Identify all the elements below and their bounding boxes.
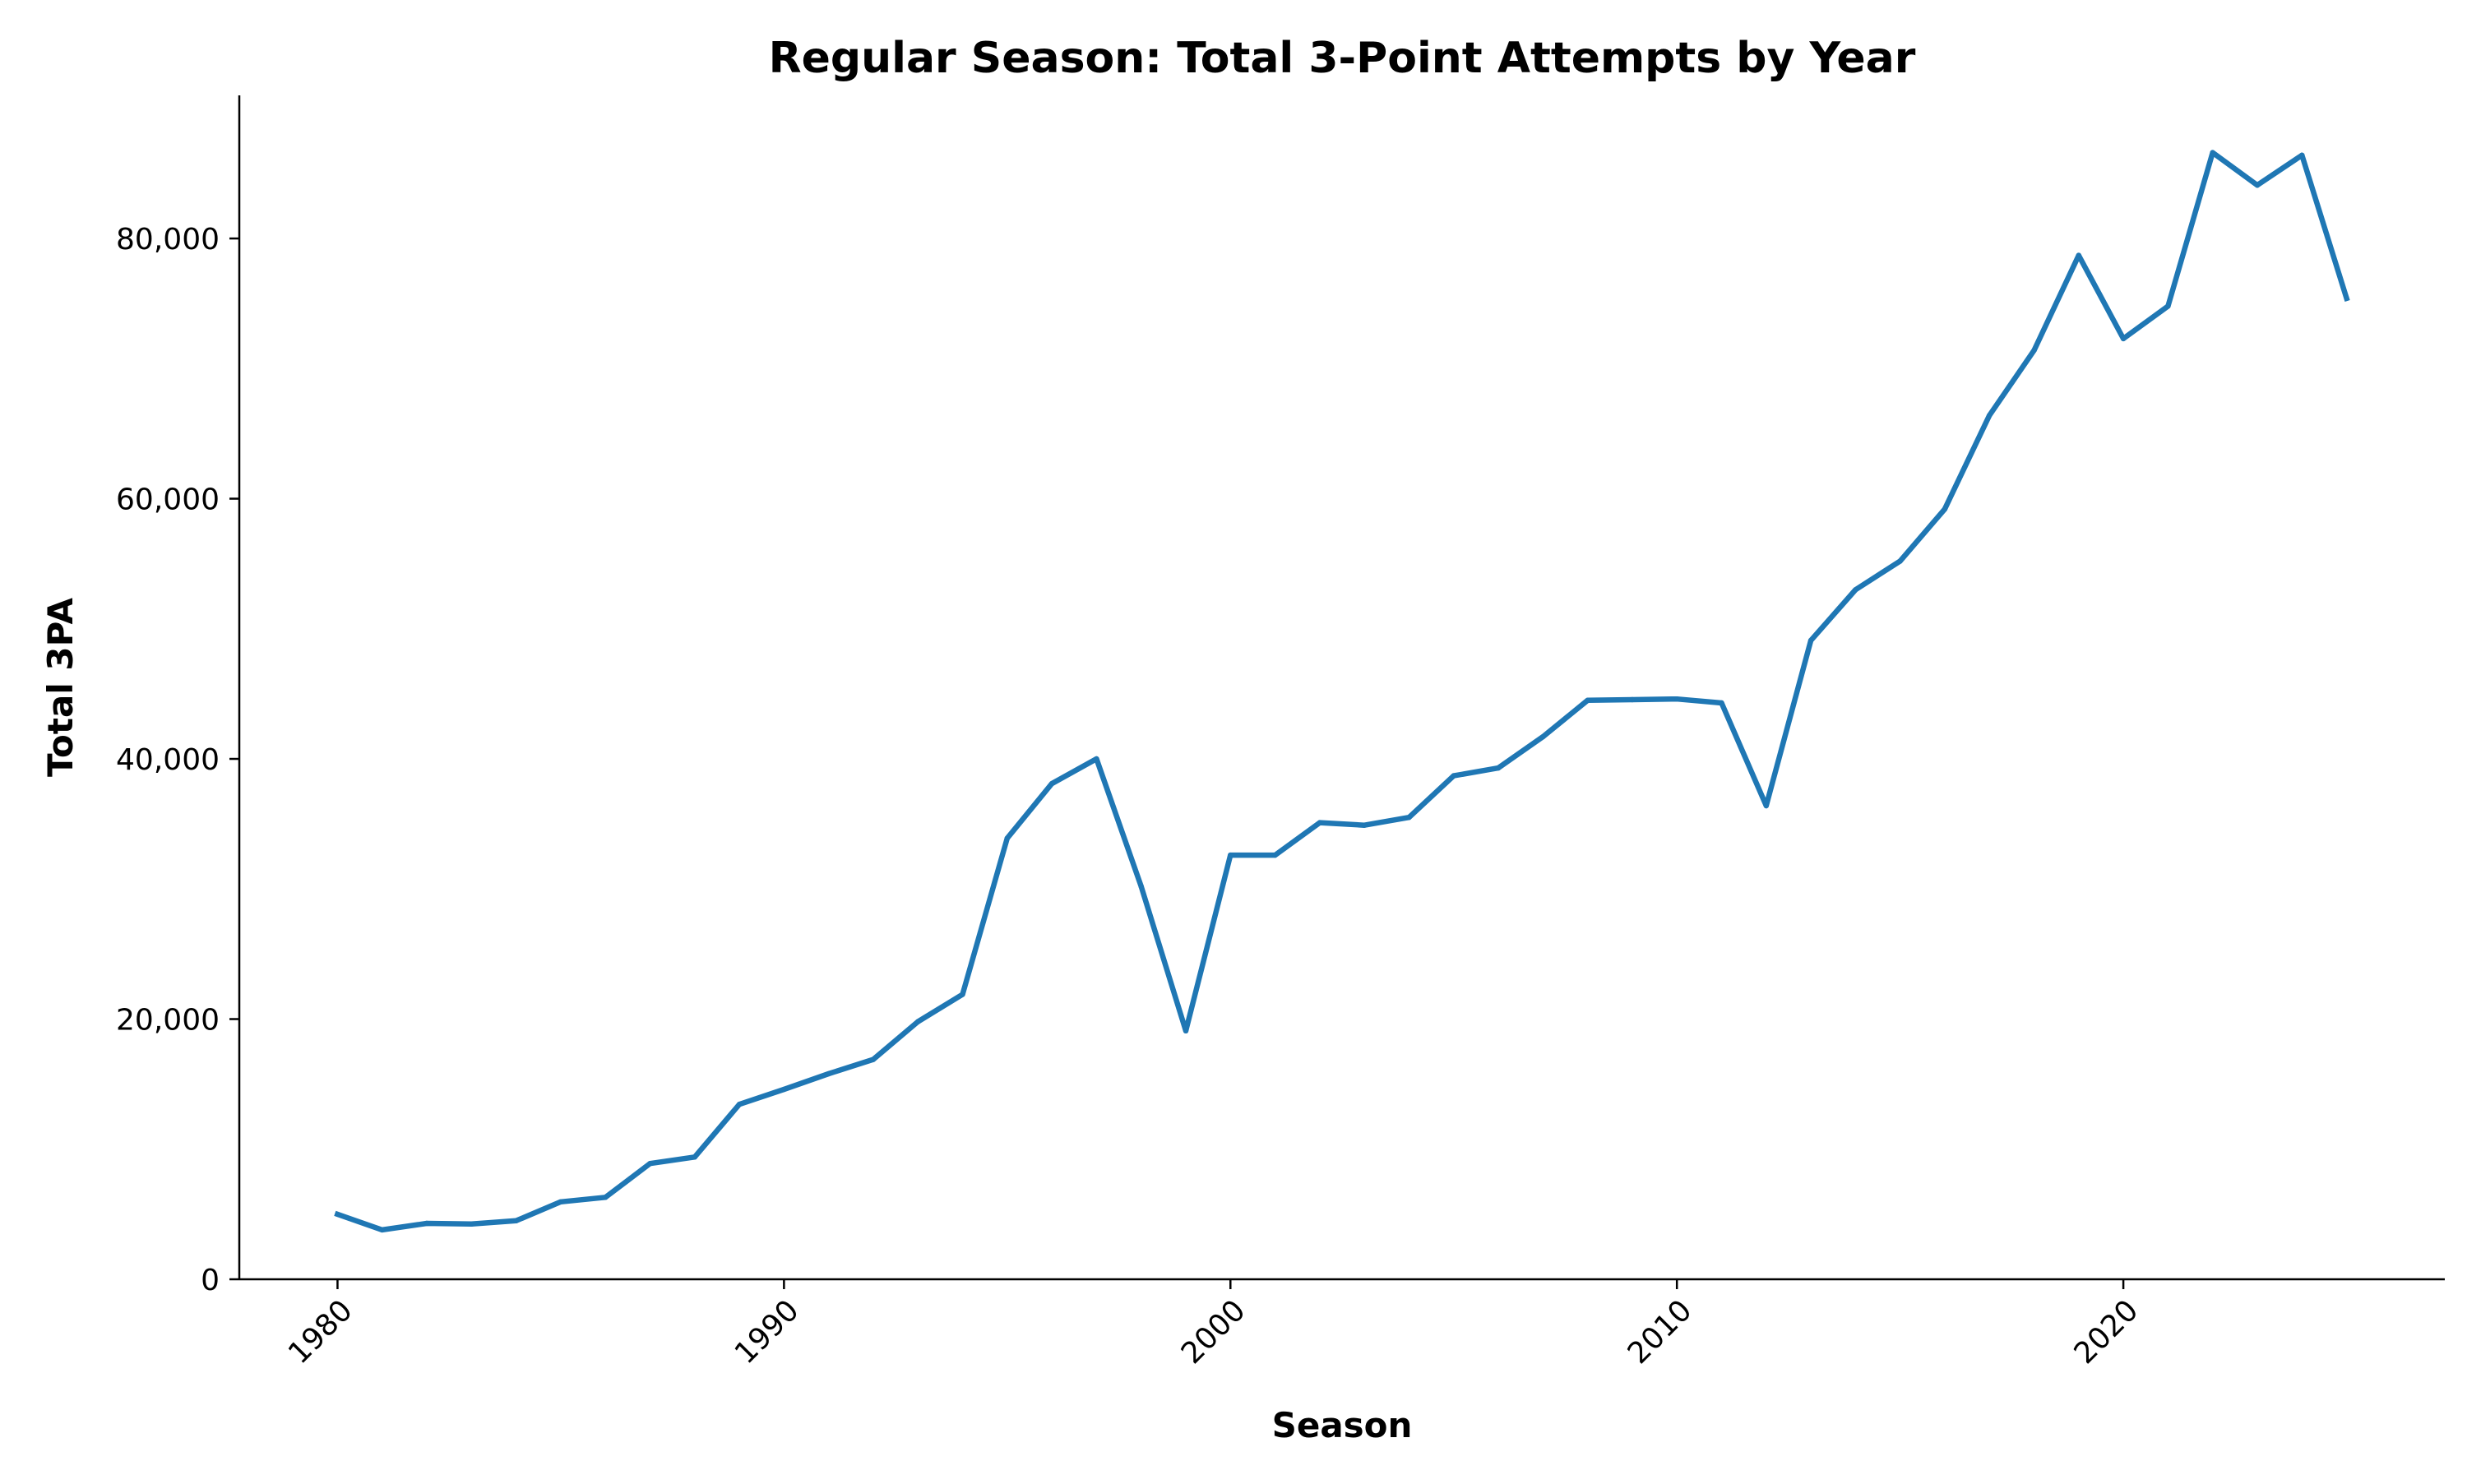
data-point xyxy=(1183,1028,1189,1034)
series-line-total-3pa xyxy=(334,150,2350,1233)
data-point xyxy=(1897,558,1903,564)
data-point xyxy=(424,1220,430,1227)
series-points xyxy=(335,150,2349,1233)
data-point xyxy=(1585,697,1590,703)
chart-title: Regular Season: Total 3-Point Attempts b… xyxy=(769,34,1916,83)
data-point xyxy=(335,1211,340,1218)
data-point xyxy=(558,1199,564,1205)
data-point xyxy=(692,1154,697,1160)
data-point xyxy=(1406,815,1412,821)
data-point xyxy=(513,1218,519,1224)
y-axis-ticks: 0 20,000 40,000 60,000 80,000 xyxy=(116,223,239,1297)
data-point xyxy=(647,1161,653,1167)
data-point xyxy=(379,1227,385,1233)
data-point xyxy=(781,1086,787,1093)
y-axis-label: Total 3PA xyxy=(40,598,81,778)
data-point xyxy=(736,1102,743,1107)
data-point xyxy=(1987,413,1993,418)
data-point xyxy=(2076,252,2081,258)
data-point xyxy=(1763,802,1769,809)
data-point xyxy=(870,1056,877,1062)
data-point xyxy=(1004,835,1011,841)
data-point xyxy=(2165,303,2171,309)
data-point xyxy=(2299,152,2305,158)
x-axis-label: Season xyxy=(1272,1405,1413,1445)
data-point xyxy=(603,1195,609,1200)
data-point xyxy=(1540,733,1546,740)
y-tick-label: 20,000 xyxy=(116,1004,220,1038)
data-point xyxy=(1361,822,1368,828)
data-point xyxy=(2031,348,2037,354)
data-point xyxy=(2120,335,2127,342)
y-tick-label: 40,000 xyxy=(116,743,220,777)
data-point xyxy=(1807,637,1814,644)
data-point xyxy=(2254,183,2261,188)
data-point xyxy=(1495,765,1502,771)
y-tick-label: 0 xyxy=(201,1264,220,1297)
data-point xyxy=(1719,700,1724,706)
data-point xyxy=(2344,295,2349,302)
data-point xyxy=(2210,150,2215,155)
data-point xyxy=(1272,852,1278,858)
data-point xyxy=(1629,696,1636,703)
y-tick-label: 60,000 xyxy=(116,483,220,517)
data-point xyxy=(1138,883,1144,890)
data-point xyxy=(1094,756,1099,762)
data-point xyxy=(1451,773,1456,779)
data-point xyxy=(1853,587,1858,593)
data-point xyxy=(915,1019,921,1024)
data-point xyxy=(826,1070,831,1077)
data-point xyxy=(1674,696,1680,702)
data-point xyxy=(1317,820,1323,825)
y-tick-label: 80,000 xyxy=(116,223,220,257)
data-point xyxy=(469,1221,474,1227)
data-point xyxy=(1048,780,1055,787)
data-point xyxy=(1228,852,1234,858)
data-point xyxy=(1942,506,1948,512)
data-point xyxy=(960,992,965,997)
